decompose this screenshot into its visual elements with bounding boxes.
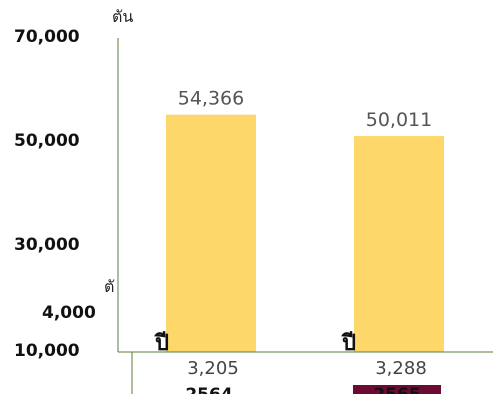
year-prefix-label: ปี [341, 331, 356, 356]
y-tick-label: 50,000 [14, 131, 80, 151]
y-tick-labels: 70,000 50,000 30,000 10,000 [14, 27, 80, 361]
bar-2564 [166, 114, 256, 352]
data-labels: 54,366 50,011 3,205 3,288 ปี ปี 2564 2565 [154, 88, 432, 394]
y-tick-label: 30,000 [14, 235, 80, 255]
y-unit-label-lower: ตั [104, 277, 114, 296]
bar-value-label: 54,366 [178, 88, 244, 110]
y-tick-label-extra: 4,000 [42, 303, 96, 323]
bar-value-label: 50,011 [366, 109, 432, 131]
bar-2565 [354, 136, 444, 352]
category-label: 2564 [185, 385, 232, 394]
category-label: 2565 [373, 385, 420, 394]
secondary-value-label: 3,205 [187, 358, 239, 379]
y-tick-label: 10,000 [14, 341, 80, 361]
y-tick-label: 70,000 [14, 27, 80, 47]
year-prefix-label: ปี [154, 331, 169, 356]
y-unit-label: ตัน [112, 7, 133, 26]
secondary-value-label: 3,288 [375, 358, 427, 379]
bars [166, 114, 444, 394]
secondary-bar-2565 [353, 385, 441, 394]
